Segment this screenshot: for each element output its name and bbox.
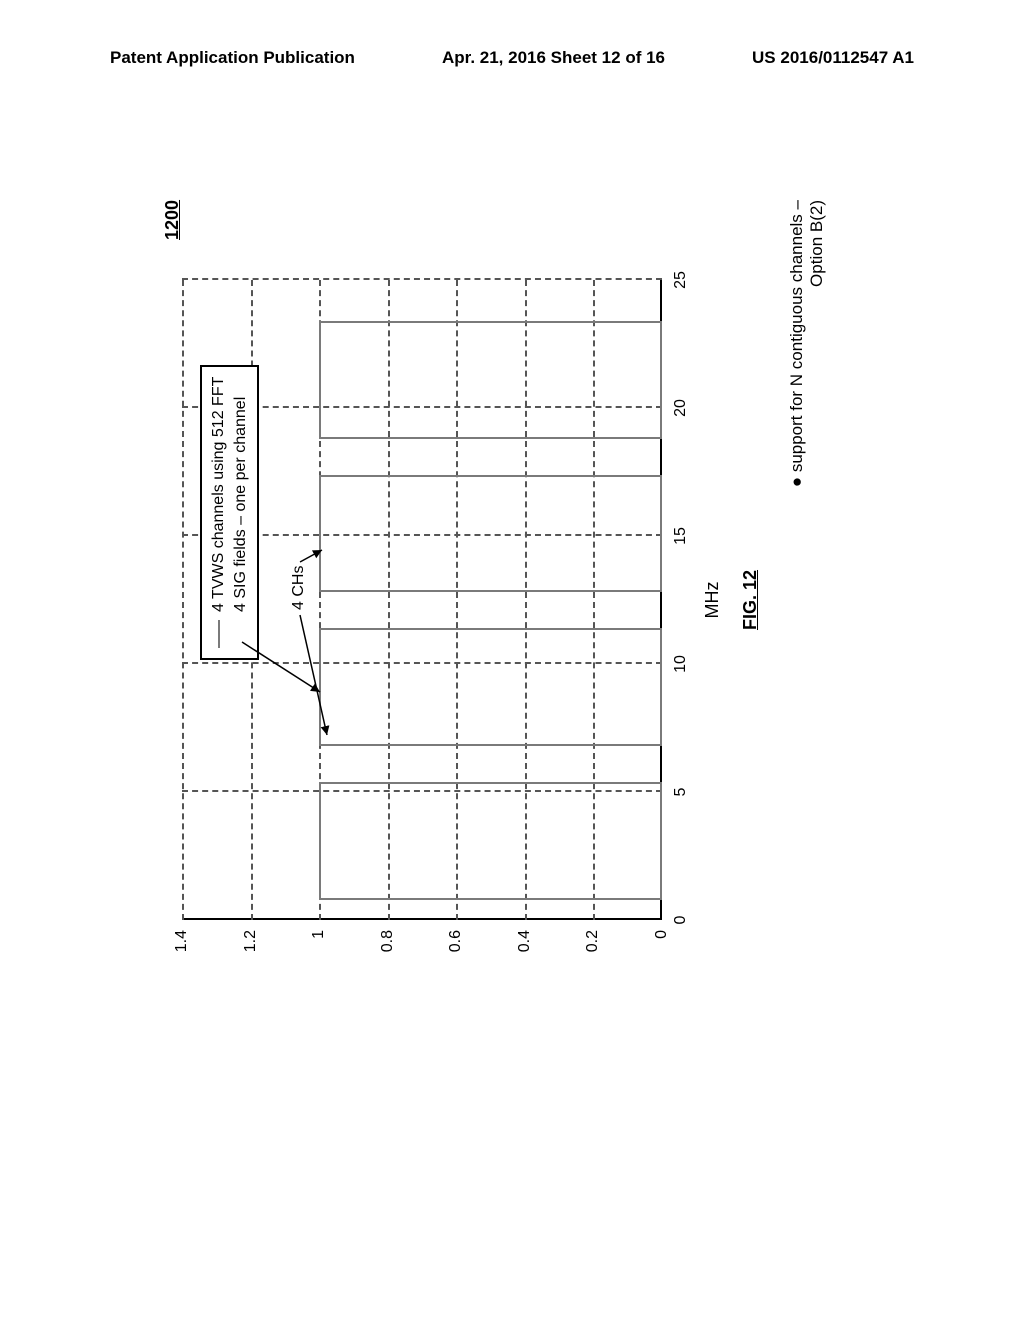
- ytick-label: 0.2: [584, 930, 602, 980]
- legend-swatch-icon: [218, 620, 220, 648]
- ytick-label: 0: [653, 930, 671, 980]
- header-left: Patent Application Publication: [110, 48, 355, 68]
- ytick-label: 0.4: [516, 930, 534, 980]
- xtick-label: 0: [672, 900, 690, 940]
- xtick-label: 25: [672, 260, 690, 300]
- support-line-1: ● support for N contiguous channels –: [787, 200, 807, 840]
- chart: 4 TVWS channels using 512 FFT 4 SIG fiel…: [182, 280, 662, 920]
- xtick-label: 5: [672, 772, 690, 812]
- header-right: US 2016/0112547 A1: [752, 48, 914, 68]
- ytick-label: 1: [310, 930, 328, 980]
- header-center: Apr. 21, 2016 Sheet 12 of 16: [442, 48, 665, 68]
- support-text: ● support for N contiguous channels – Op…: [787, 200, 827, 840]
- chart-legend: 4 TVWS channels using 512 FFT 4 SIG fiel…: [200, 365, 259, 660]
- channel-rect: [319, 321, 662, 439]
- channel-rect: [319, 628, 662, 746]
- channel-rect: [319, 475, 662, 593]
- figure-number: 1200: [162, 200, 183, 240]
- legend-line-2: 4 SIG fields – one per channel: [230, 377, 252, 648]
- xtick-label: 20: [672, 388, 690, 428]
- ytick-label: 1.4: [173, 930, 191, 980]
- figure-caption: FIG. 12: [740, 570, 761, 630]
- ytick-label: 0.6: [447, 930, 465, 980]
- x-axis-label: MHz: [702, 582, 723, 619]
- ytick-label: 1.2: [242, 930, 260, 980]
- chs-label: 4 CHs: [290, 566, 308, 610]
- figure-area: 1200 4 TVWS channels using 512 FFT 4 SIG…: [162, 100, 862, 1000]
- gridline-v: [182, 278, 662, 280]
- support-line-2: Option B(2): [807, 200, 827, 840]
- xtick-label: 15: [672, 516, 690, 556]
- xtick-label: 10: [672, 644, 690, 684]
- gridline-h: [182, 280, 184, 920]
- legend-line-1: 4 TVWS channels using 512 FFT: [208, 377, 230, 612]
- channel-rect: [319, 782, 662, 900]
- ytick-label: 0.8: [379, 930, 397, 980]
- page-header: Patent Application Publication Apr. 21, …: [0, 48, 1024, 68]
